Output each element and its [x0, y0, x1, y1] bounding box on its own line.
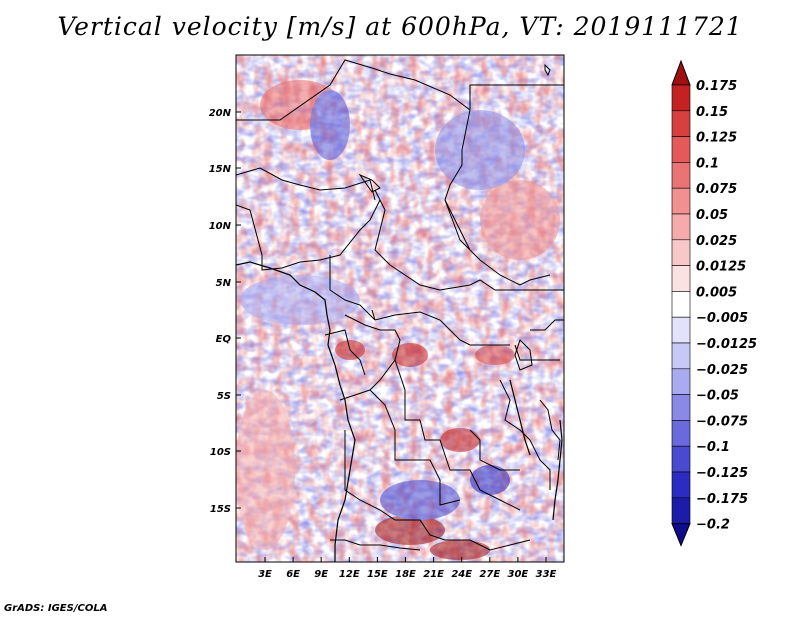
colorbar-swatch [671, 84, 691, 112]
colorbar-swatch [671, 291, 691, 318]
colorbar-swatch [671, 497, 691, 524]
colorbar-label: −0.0125 [696, 337, 757, 352]
colorbar-label: 0.175 [696, 79, 737, 94]
lon-tick-label: 12E [339, 569, 360, 580]
colorbar-label: −0.125 [696, 466, 748, 481]
colorbar-label: 0.075 [696, 182, 737, 197]
lon-tick-label: 27E [479, 569, 500, 580]
colorbar-top-arrow [671, 59, 691, 86]
colorbar-swatch [671, 265, 691, 292]
colorbar-swatch [671, 239, 691, 266]
colorbar-label: −0.175 [696, 492, 748, 507]
colorbar-bottom-arrow [671, 523, 691, 547]
colorbar-label: 0.1 [696, 156, 719, 171]
colorbar-swatch [671, 162, 691, 189]
colorbar-label: 0.0125 [696, 260, 746, 275]
colorbar-label: −0.025 [696, 363, 748, 378]
lon-tick-label: 15E [367, 569, 388, 580]
lat-tick-label: 15S [210, 504, 231, 515]
colorbar-label: 0.005 [696, 285, 737, 300]
lat-tick-label: 15N [209, 164, 232, 175]
colorbar-swatch [671, 213, 691, 241]
lat-tick-label: 10S [210, 447, 231, 458]
colorbar-label: −0.05 [696, 389, 739, 404]
lon-tick-label: 30E [508, 569, 529, 580]
colorbar-label: −0.005 [696, 311, 748, 326]
lon-tick-label: 21E [423, 569, 444, 580]
lon-tick-label: 18E [395, 569, 416, 580]
lon-tick-label: 6E [286, 569, 300, 580]
lat-tick-label: 20N [209, 108, 232, 119]
lat-tick-label: EQ [216, 334, 232, 345]
footer-credit: GrADS: IGES/COLA [4, 603, 108, 614]
lon-tick-label: 24E [451, 569, 472, 580]
lon-tick-label: 3E [258, 569, 272, 580]
lat-tick-label: 5N [216, 278, 232, 289]
colorbar-label: −0.075 [696, 414, 748, 429]
colorbar: 0.175 0.15 0.125 0.1 0.075 0.05 0.025 0.0125 0.0… [671, 59, 757, 547]
country-borders [236, 59, 564, 562]
colorbar-swatch [671, 110, 691, 137]
colorbar-label: −0.1 [696, 440, 730, 455]
colorbar-swatch [671, 187, 691, 215]
colorbar-label: 0.05 [696, 208, 728, 223]
colorbar-swatch [671, 445, 691, 473]
colorbar-label: 0.125 [696, 131, 737, 146]
colorbar-swatch [671, 420, 691, 447]
colorbar-swatch [671, 316, 691, 344]
chart-title: Vertical velocity [m/s] at 600hPa, VT: 2… [57, 12, 743, 41]
lat-tick-label: 10N [209, 221, 232, 232]
lon-tick-label: 33E [536, 569, 557, 580]
colorbar-swatch [671, 368, 691, 395]
velocity-field [236, 55, 564, 562]
lon-tick-label: 9E [314, 569, 328, 580]
lat-tick-label: 5S [217, 391, 231, 402]
colorbar-swatch [671, 394, 691, 421]
map-frame [235, 54, 565, 563]
colorbar-swatch [671, 136, 691, 163]
colorbar-label: 0.025 [696, 234, 737, 249]
colorbar-label: −0.2 [696, 518, 730, 533]
colorbar-label: 0.15 [696, 105, 728, 120]
longitude-ticks: 3E 6E 9E 12E 15E 18E 21E 24E 27E 30E 33E [258, 557, 557, 580]
colorbar-swatch [671, 342, 691, 370]
colorbar-swatch [671, 471, 691, 499]
latitude-ticks: 20N 15N 10N 5N EQ 5S 10S 15S [209, 108, 241, 515]
